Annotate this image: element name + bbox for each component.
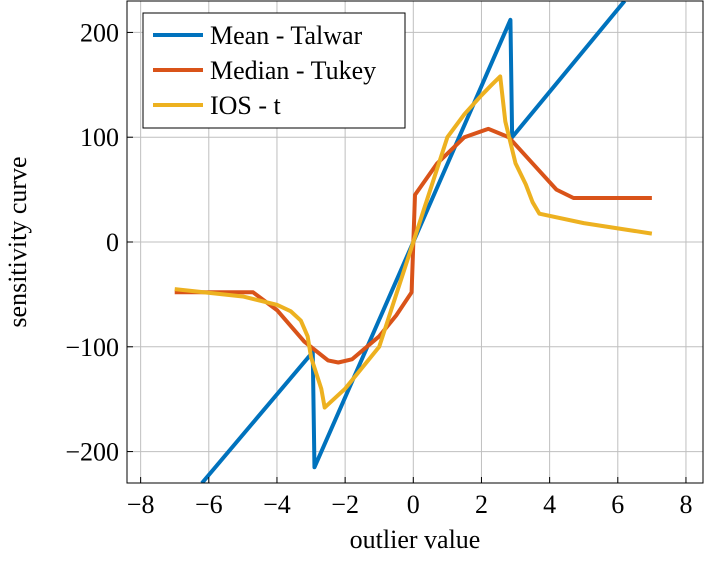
legend-label: Median - Tukey [210,56,376,85]
y-axis-label: sensitivity curve [3,156,32,327]
legend-label: IOS - t [210,91,282,120]
x-tick-label: −2 [331,490,359,519]
x-tick-label: 8 [679,490,692,519]
series-line [174,126,652,365]
legend-label: Mean - Talwar [210,21,363,50]
y-tick-label: 200 [80,18,119,47]
x-tick-label: −4 [263,490,291,519]
x-tick-label: 2 [475,490,488,519]
x-tick-label: −6 [195,490,223,519]
y-tick-label: 0 [106,228,119,257]
x-tick-label: 0 [407,490,420,519]
y-tick-label: −200 [65,438,119,467]
legend: Mean - Talwar Median - Tukey IOS - t [142,12,406,129]
series-line [174,74,653,410]
x-tick-label: −8 [127,490,155,519]
x-axis-label: outlier value [350,525,481,554]
plot-lines [174,1,653,483]
y-tick-label: 100 [80,123,119,152]
x-tick-label: 6 [611,490,624,519]
y-tick-label: −100 [65,333,119,362]
x-tick-label: 4 [543,490,556,519]
